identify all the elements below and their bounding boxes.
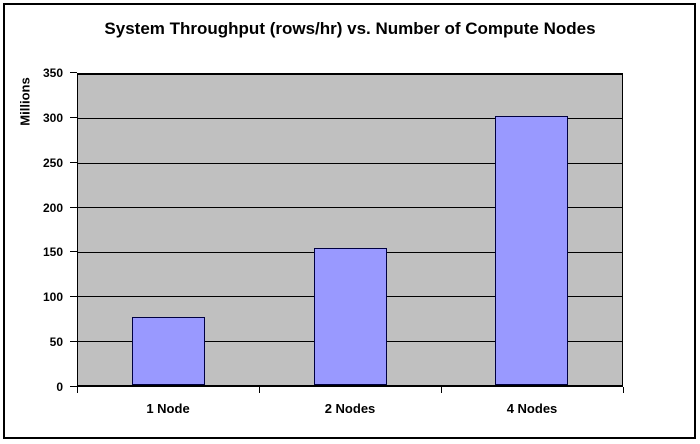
- x-category-label-4-nodes: 4 Nodes: [506, 401, 558, 416]
- gridline-200: [78, 207, 622, 209]
- gridline-350: [78, 74, 622, 75]
- y-tick-label-50: 50: [49, 335, 63, 350]
- bar-1-node: [132, 317, 206, 385]
- y-tick-label-250: 250: [42, 155, 63, 170]
- y-tick-label-150: 150: [42, 245, 63, 260]
- plot-area: [77, 73, 623, 387]
- bar-2-nodes: [313, 248, 387, 385]
- y-tick-label-100: 100: [42, 290, 63, 305]
- y-tick-label-0: 0: [56, 380, 63, 394]
- y-tick-mark-350: [70, 72, 77, 73]
- y-tick-mark-300: [70, 116, 77, 118]
- chart-title: System Throughput (rows/hr) vs. Number o…: [104, 19, 596, 38]
- y-tick-label-350: 350: [42, 66, 63, 80]
- y-tick-mark-150: [70, 251, 77, 253]
- gridline-300: [78, 118, 622, 120]
- x-tick-mark-3: [623, 387, 624, 393]
- x-tick-mark-2: [441, 387, 442, 393]
- y-tick-mark-250: [70, 161, 77, 163]
- y-tick-mark-0: [70, 386, 77, 387]
- x-tick-mark-1: [259, 387, 260, 393]
- y-tick-mark-50: [70, 341, 77, 343]
- x-tick-mark-0: [77, 387, 78, 393]
- y-tick-mark-200: [70, 206, 77, 208]
- y-tick-label-200: 200: [42, 200, 63, 215]
- y-tick-label-300: 300: [42, 110, 63, 125]
- bar-4-nodes: [494, 115, 568, 385]
- gridline-250: [78, 162, 622, 164]
- x-category-label-1-node: 1 Node: [146, 401, 190, 416]
- y-tick-mark-100: [70, 296, 77, 298]
- x-category-label-2-nodes: 2 Nodes: [324, 401, 376, 416]
